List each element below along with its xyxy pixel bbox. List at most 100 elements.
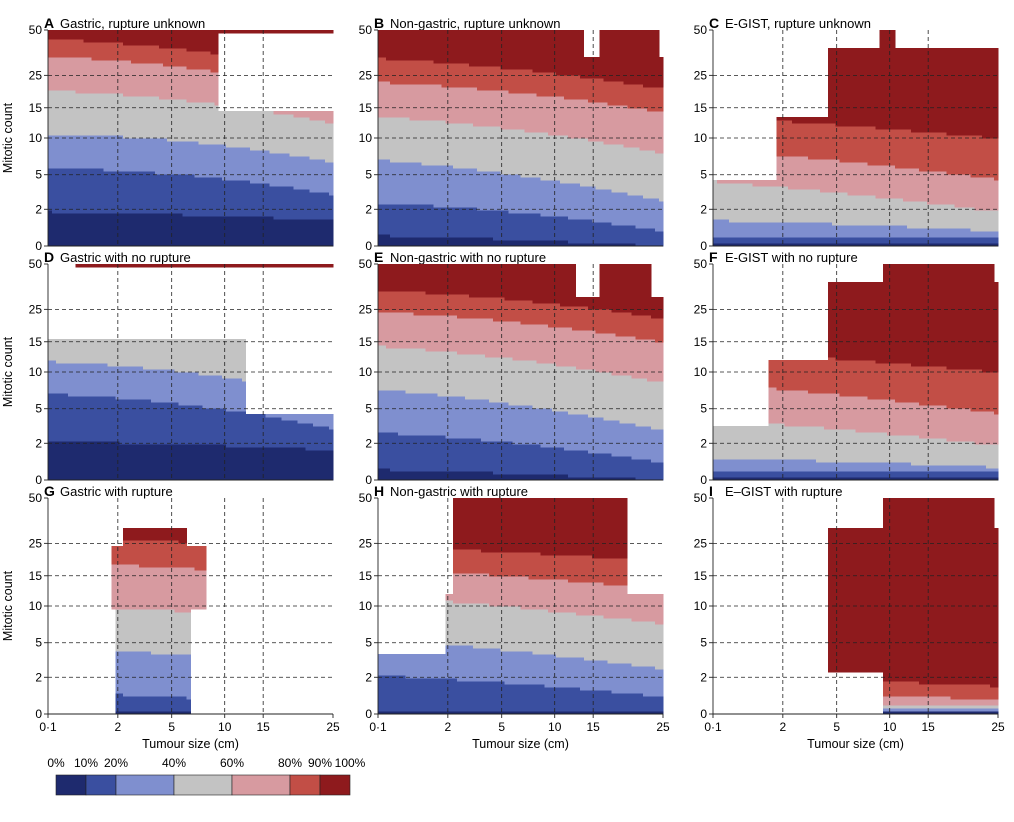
heatmap-cell: [187, 210, 191, 213]
heatmap-cell: [226, 186, 230, 189]
heatmap-cell: [198, 156, 202, 159]
heatmap-cell: [274, 147, 278, 150]
heatmap-cell: [214, 120, 218, 123]
heatmap-cell: [119, 162, 123, 165]
heatmap-cell: [418, 228, 422, 231]
heatmap-cell: [293, 192, 297, 195]
heatmap-cell: [107, 213, 111, 216]
heatmap-cell: [68, 48, 72, 51]
heatmap-cell: [88, 96, 92, 99]
heatmap-cell: [151, 165, 155, 168]
heatmap-cell: [293, 141, 297, 144]
heatmap-cell: [198, 57, 202, 60]
heatmap-cell: [107, 141, 111, 144]
heatmap-cell: [210, 111, 214, 114]
heatmap-cell: [202, 39, 206, 42]
heatmap-cell: [198, 159, 202, 162]
heatmap-cell: [206, 93, 210, 96]
heatmap-cell: [48, 168, 52, 171]
heatmap-cell: [151, 132, 155, 135]
heatmap-cell: [92, 48, 96, 51]
heatmap-cell: [194, 33, 198, 36]
heatmap-cell: [449, 240, 453, 243]
heatmap-cell: [159, 117, 163, 120]
heatmap-cell: [103, 120, 107, 123]
heatmap-cell: [48, 195, 52, 198]
heatmap-cell: [422, 234, 426, 237]
heatmap-cell: [266, 132, 270, 135]
heatmap-cell: [159, 156, 163, 159]
heatmap-cell: [390, 240, 394, 243]
heatmap-cell: [52, 108, 56, 111]
heatmap-cell: [127, 126, 131, 129]
heatmap-cell: [548, 228, 552, 231]
heatmap-cell: [119, 87, 123, 90]
heatmap-cell: [151, 171, 155, 174]
heatmap-cell: [68, 210, 72, 213]
heatmap-cell: [115, 225, 119, 228]
heatmap-cell: [60, 192, 64, 195]
heatmap-cell: [56, 120, 60, 123]
heatmap-cell: [317, 192, 321, 195]
heatmap-cell: [151, 36, 155, 39]
heatmap-cell: [246, 186, 250, 189]
heatmap-cell: [187, 195, 191, 198]
heatmap-cell: [88, 213, 92, 216]
heatmap-cell: [258, 222, 262, 225]
heatmap-cell: [175, 225, 179, 228]
heatmap-cell: [293, 195, 297, 198]
heatmap-cell: [572, 225, 576, 228]
heatmap-cell: [179, 129, 183, 132]
heatmap-cell: [175, 153, 179, 156]
heatmap-cell: [202, 66, 206, 69]
heatmap-cell: [321, 180, 325, 183]
heatmap-cell: [301, 171, 305, 174]
heatmap-cell: [127, 123, 131, 126]
heatmap-cell: [258, 234, 262, 237]
heatmap-cell: [301, 126, 305, 129]
heatmap-cell: [242, 114, 246, 117]
heatmap-cell: [111, 138, 115, 141]
heatmap-cell: [246, 210, 250, 213]
heatmap-cell: [84, 195, 88, 198]
heatmap-cell: [143, 207, 147, 210]
heatmap-cell: [242, 198, 246, 201]
heatmap-cell: [305, 216, 309, 219]
heatmap-cell: [317, 216, 321, 219]
heatmap-cell: [210, 186, 214, 189]
heatmap-cell: [99, 237, 103, 240]
heatmap-cell: [80, 162, 84, 165]
heatmap-cell: [321, 165, 325, 168]
heatmap-cell: [297, 186, 301, 189]
heatmap-cell: [155, 78, 159, 81]
heatmap-cell: [321, 162, 325, 165]
heatmap-cell: [179, 225, 183, 228]
panel-b: B Non-gastric, rupture unknown02510152550: [359, 15, 664, 253]
heatmap-cell: [293, 168, 297, 171]
heatmap-cell: [202, 57, 206, 60]
heatmap-cell: [258, 219, 262, 222]
heatmap-cell: [159, 237, 163, 240]
heatmap-cell: [222, 201, 226, 204]
heatmap-cell: [80, 210, 84, 213]
heatmap-cell: [398, 240, 402, 243]
heatmap-cell: [191, 39, 195, 42]
heatmap-cell: [218, 201, 222, 204]
heatmap-cell: [612, 225, 616, 228]
heatmap-cell: [301, 201, 305, 204]
heatmap-cell: [80, 60, 84, 63]
heatmap-cell: [301, 111, 305, 114]
heatmap-cell: [119, 186, 123, 189]
heatmap-cell: [92, 51, 96, 54]
heatmap-cell: [278, 219, 282, 222]
heatmap-cell: [92, 72, 96, 75]
heatmap-cell: [270, 195, 274, 198]
heatmap-cell: [564, 231, 568, 234]
heatmap-cell: [616, 228, 620, 231]
heatmap-cell: [477, 237, 481, 240]
heatmap-cell: [246, 237, 250, 240]
heatmap-cell: [329, 153, 333, 156]
heatmap-cell: [80, 138, 84, 141]
heatmap-cell: [147, 237, 151, 240]
heatmap-cell: [111, 111, 115, 114]
